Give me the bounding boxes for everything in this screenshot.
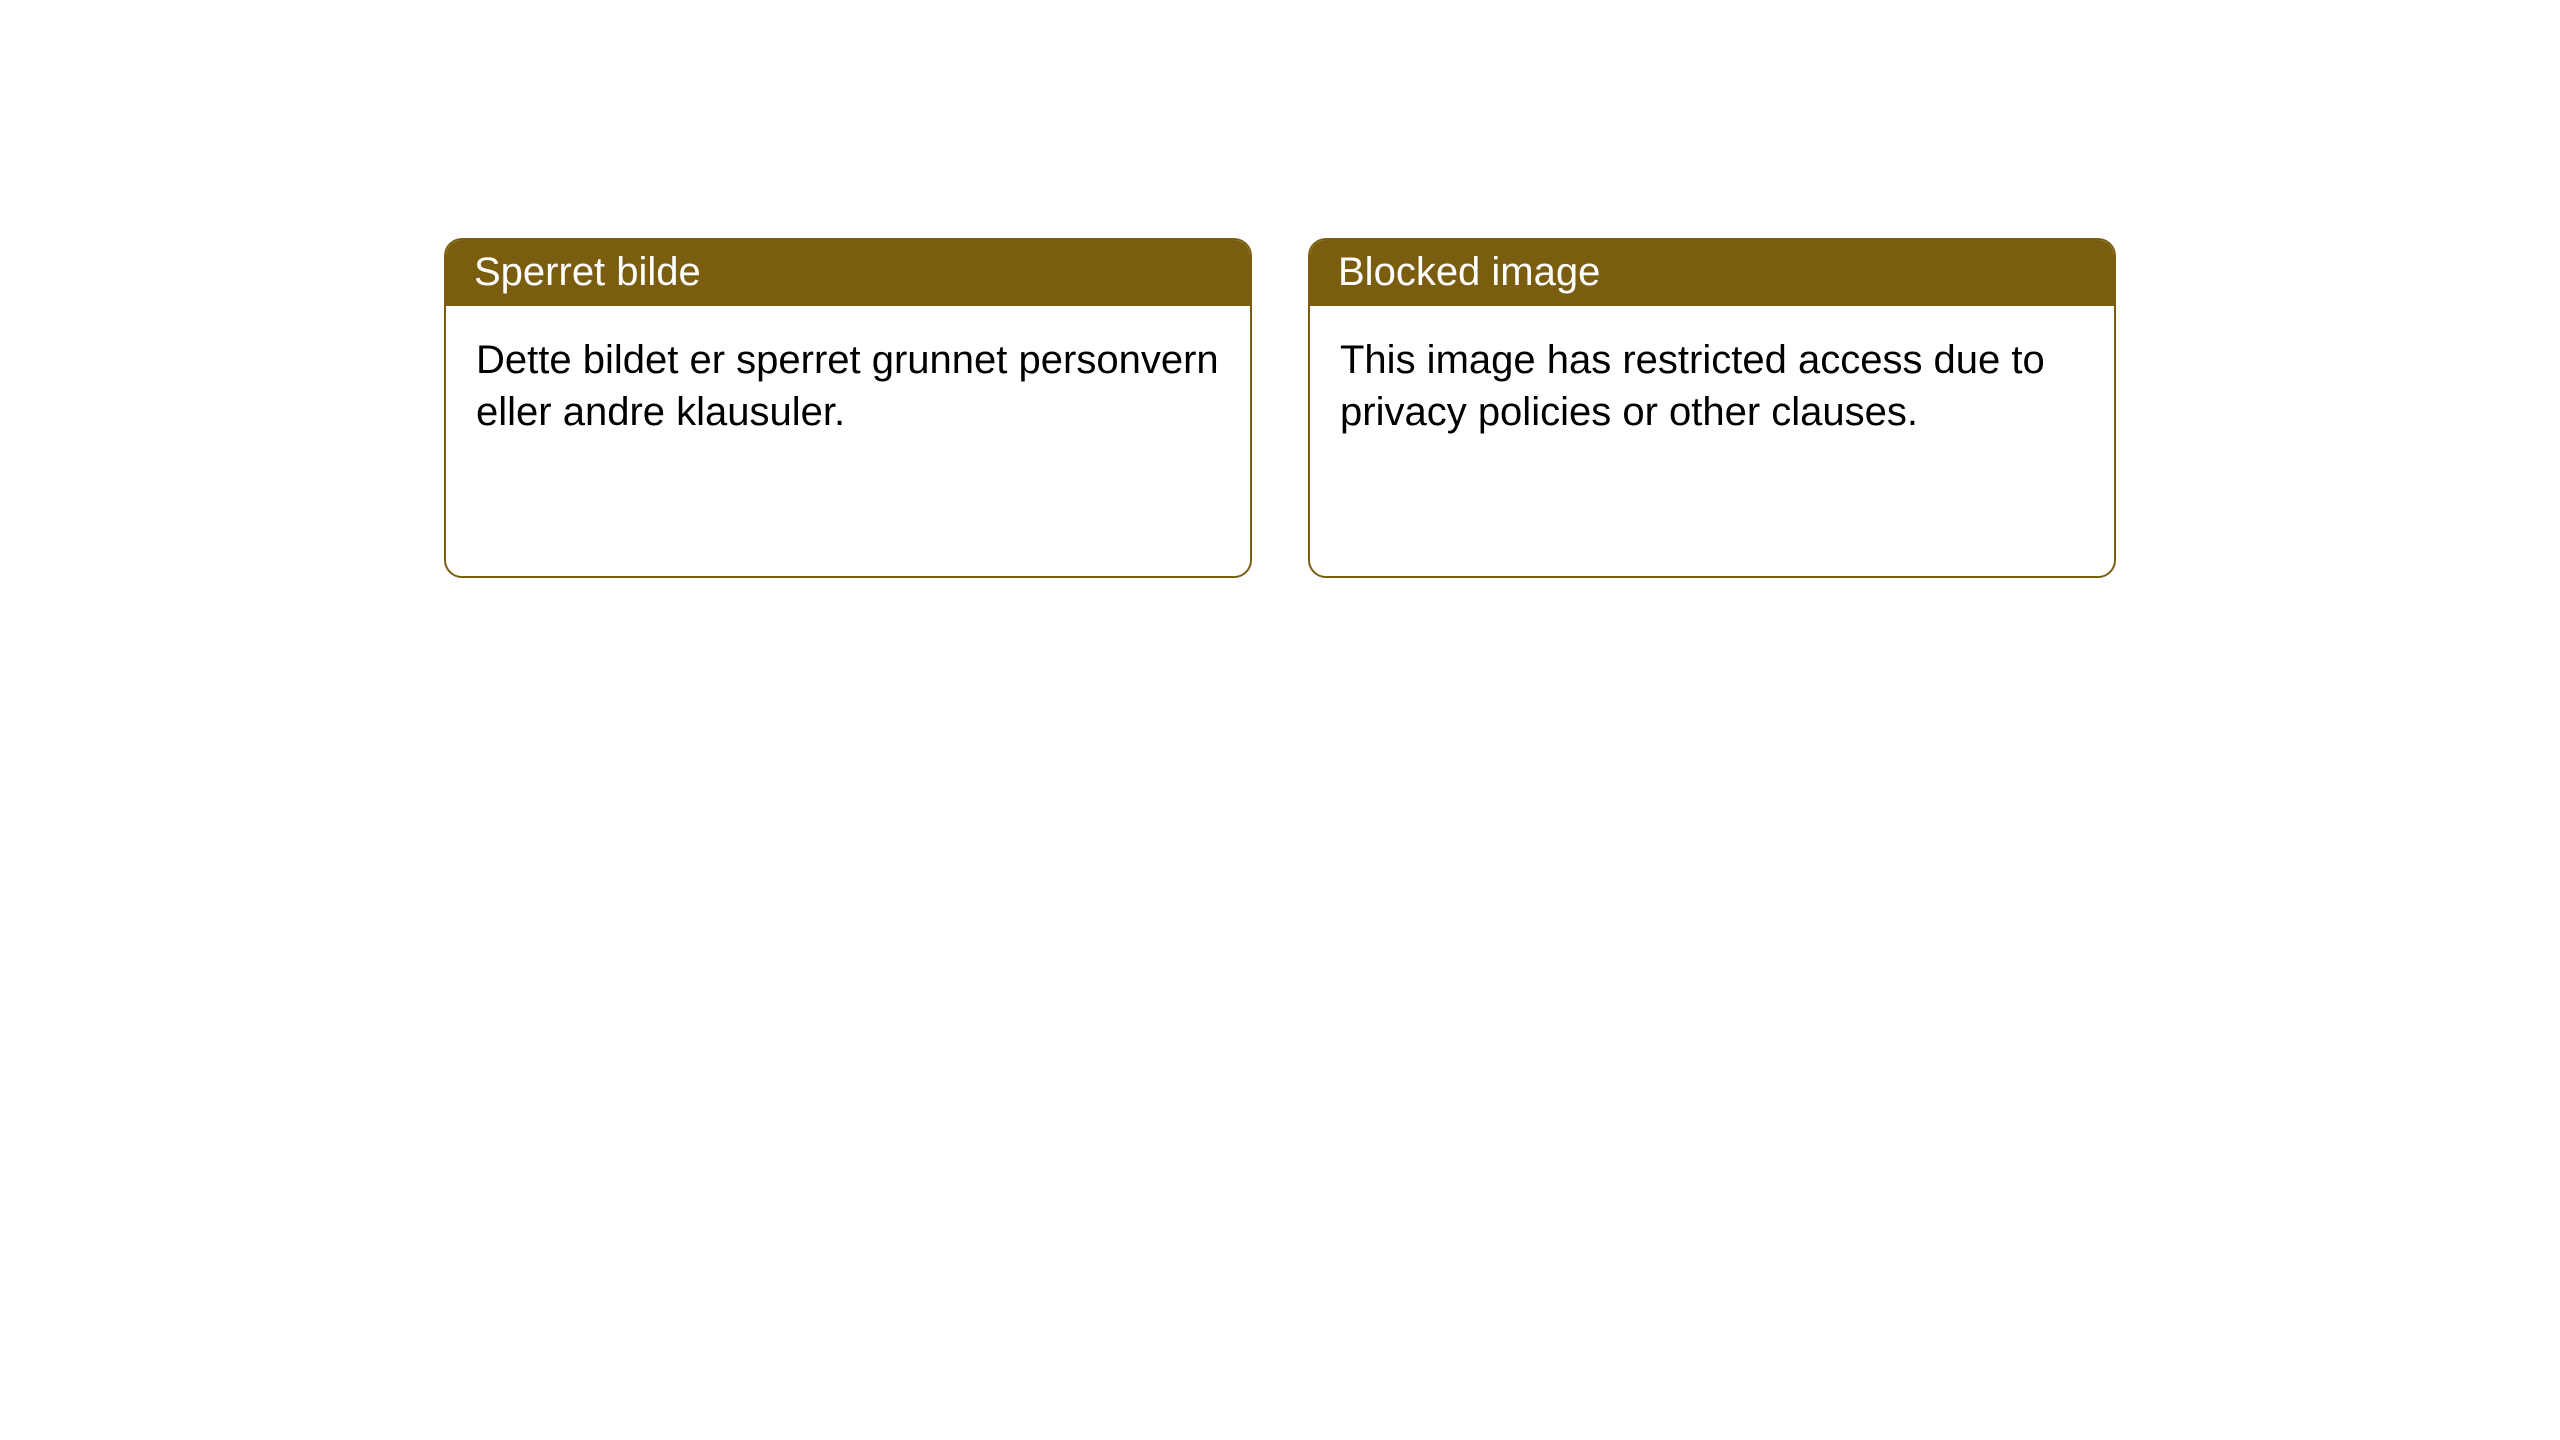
card-title: Blocked image	[1338, 250, 1600, 294]
notice-container: Sperret bilde Dette bildet er sperret gr…	[0, 0, 2560, 578]
card-body: This image has restricted access due to …	[1310, 306, 2114, 466]
card-body-text: This image has restricted access due to …	[1340, 338, 2045, 434]
card-body-text: Dette bildet er sperret grunnet personve…	[476, 338, 1219, 434]
card-header: Blocked image	[1310, 240, 2114, 306]
blocked-image-card-en: Blocked image This image has restricted …	[1308, 238, 2116, 578]
card-body: Dette bildet er sperret grunnet personve…	[446, 306, 1250, 466]
card-header: Sperret bilde	[446, 240, 1250, 306]
card-title: Sperret bilde	[474, 250, 701, 294]
blocked-image-card-no: Sperret bilde Dette bildet er sperret gr…	[444, 238, 1252, 578]
